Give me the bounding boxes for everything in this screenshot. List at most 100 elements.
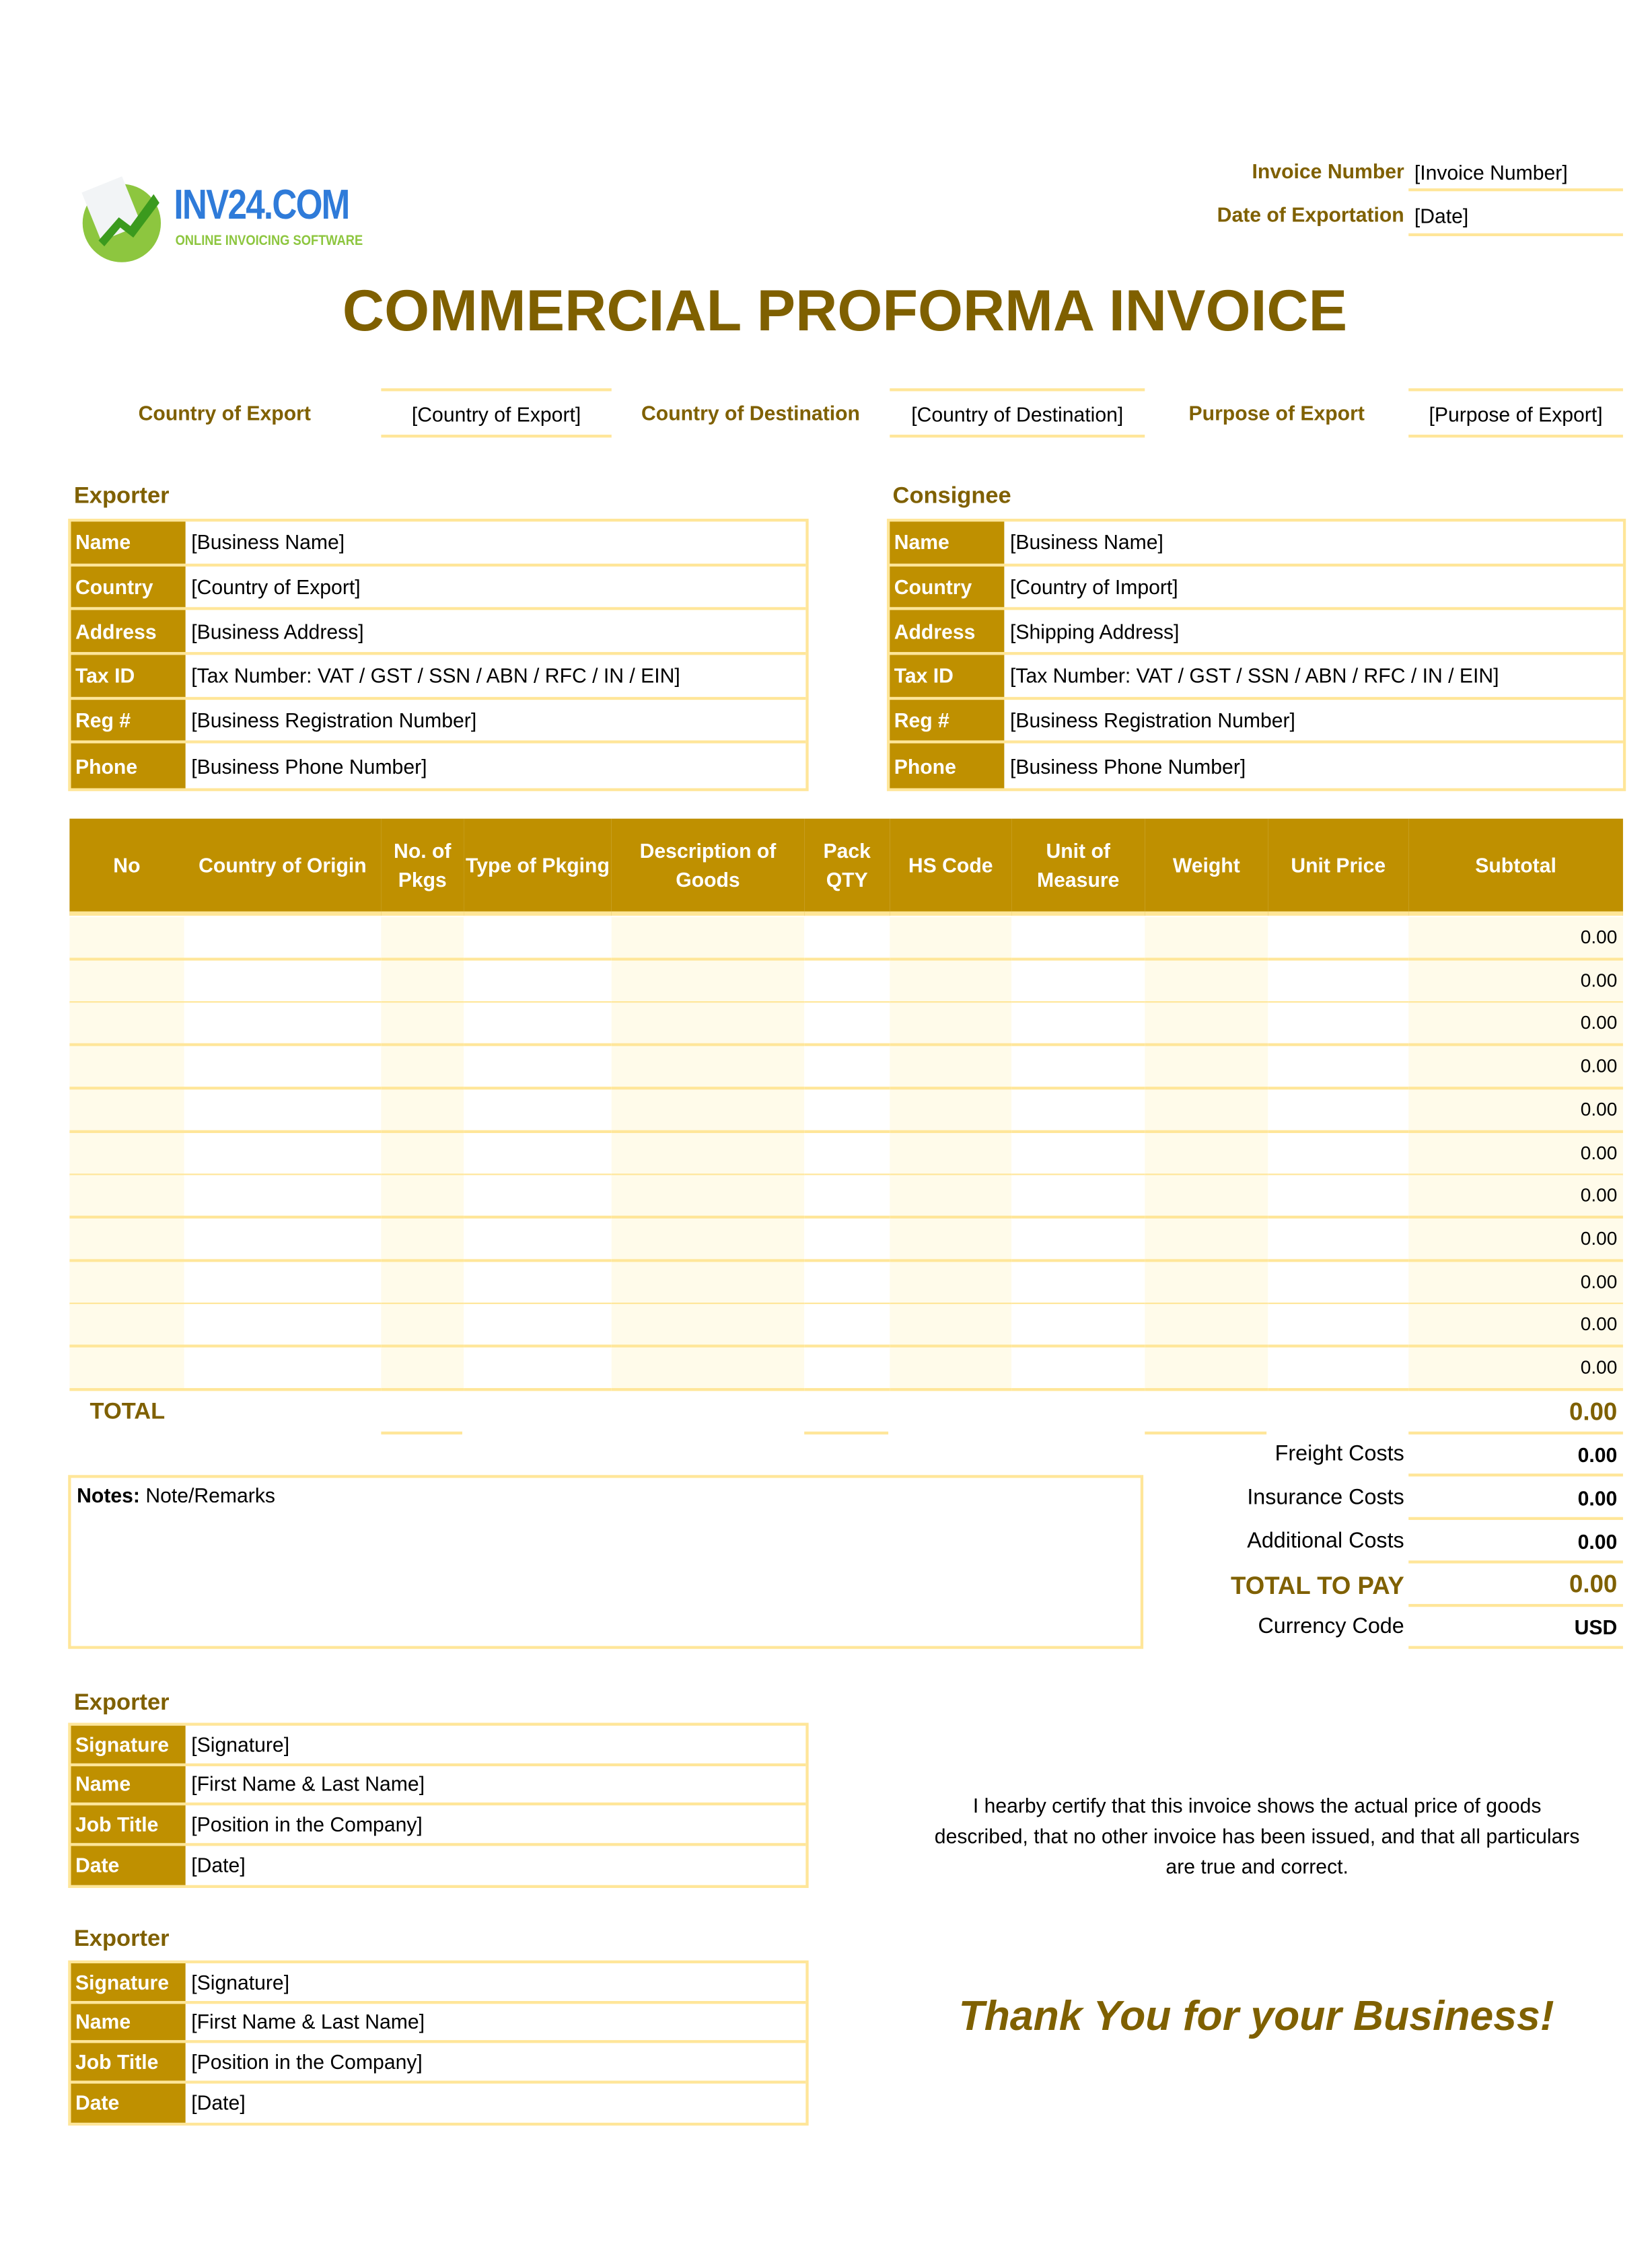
table-cell[interactable] [804,960,890,1004]
form-field[interactable]: [First Name & Last Name] [191,1772,425,1796]
table-cell[interactable] [804,1003,890,1047]
table-cell[interactable] [611,1132,805,1176]
table-cell[interactable] [611,1046,805,1090]
table-cell[interactable] [1145,1046,1268,1090]
table-cell[interactable] [69,1347,184,1391]
subtotal-cell[interactable]: 0.00 [1408,1003,1623,1047]
table-cell[interactable] [69,917,184,961]
table-cell[interactable] [1145,1132,1268,1176]
table-cell[interactable] [890,1089,1012,1133]
table-cell[interactable] [611,1089,805,1133]
notes-box[interactable]: Notes: Note/Remarks [68,1475,1144,1649]
table-cell[interactable] [890,1347,1012,1391]
form-field[interactable]: [Business Registration Number] [1009,708,1295,732]
table-cell[interactable] [890,917,1012,961]
table-cell[interactable] [1011,1218,1145,1262]
table-cell[interactable] [1268,1175,1409,1219]
table-cell[interactable] [1268,1089,1409,1133]
form-field[interactable]: [Shipping Address] [1009,619,1180,643]
form-field[interactable]: [Country of Export] [191,575,361,599]
table-cell[interactable] [611,1261,805,1305]
table-cell[interactable] [464,1261,612,1305]
table-cell[interactable] [611,1304,805,1348]
table-cell[interactable] [184,960,382,1004]
purpose-of-export-field[interactable]: [Purpose of Export] [1408,388,1623,438]
table-cell[interactable] [611,1218,805,1262]
subtotal-cell[interactable]: 0.00 [1408,1304,1623,1348]
table-cell[interactable] [804,1218,890,1262]
table-cell[interactable] [804,1304,890,1348]
table-cell[interactable] [804,1175,890,1219]
table-cell[interactable] [890,1218,1012,1262]
form-field[interactable]: [Business Phone Number] [1009,754,1246,778]
table-cell[interactable] [381,1261,464,1305]
table-cell[interactable] [464,1175,612,1219]
table-cell[interactable] [184,1218,382,1262]
table-cell[interactable] [184,1089,382,1133]
table-cell[interactable] [1011,1175,1145,1219]
table-cell[interactable] [69,1304,184,1348]
table-cell[interactable] [464,1132,612,1176]
subtotal-cell[interactable]: 0.00 [1408,1347,1623,1391]
form-field[interactable]: [Business Name] [191,530,345,554]
table-cell[interactable] [1145,1261,1268,1305]
form-field[interactable]: [Tax Number: VAT / GST / SSN / ABN / RFC… [191,664,680,688]
table-cell[interactable] [381,1347,464,1391]
table-cell[interactable] [804,1261,890,1305]
table-cell[interactable] [890,1003,1012,1047]
table-cell[interactable] [890,960,1012,1004]
table-cell[interactable] [381,1003,464,1047]
table-cell[interactable] [464,1218,612,1262]
table-cell[interactable] [184,1261,382,1305]
table-cell[interactable] [464,1089,612,1133]
table-cell[interactable] [1011,1304,1145,1348]
table-cell[interactable] [1011,1132,1145,1176]
table-cell[interactable] [464,917,612,961]
table-cell[interactable] [804,1089,890,1133]
invoice-number-field[interactable]: [Invoice Number] [1408,153,1623,192]
table-cell[interactable] [1268,1218,1409,1262]
table-cell[interactable] [1011,1046,1145,1090]
table-cell[interactable] [184,1003,382,1047]
form-field[interactable]: [Country of Import] [1009,575,1178,599]
table-cell[interactable] [464,960,612,1004]
table-cell[interactable] [184,1347,382,1391]
table-cell[interactable] [1268,960,1409,1004]
subtotal-cell[interactable]: 0.00 [1408,1046,1623,1090]
table-cell[interactable] [381,960,464,1004]
table-cell[interactable] [464,1347,612,1391]
form-field[interactable]: [Date] [191,2091,246,2115]
form-field[interactable]: [Position in the Company] [191,2049,423,2074]
table-cell[interactable] [69,960,184,1004]
table-cell[interactable] [381,917,464,961]
table-cell[interactable] [804,1046,890,1090]
table-cell[interactable] [184,1175,382,1219]
table-cell[interactable] [69,1261,184,1305]
table-cell[interactable] [890,1304,1012,1348]
table-cell[interactable] [890,1132,1012,1176]
table-cell[interactable] [381,1218,464,1262]
table-cell[interactable] [1145,1003,1268,1047]
table-cell[interactable] [611,1347,805,1391]
table-cell[interactable] [1268,1003,1409,1047]
date-of-exportation-field[interactable]: [Date] [1408,197,1623,237]
table-cell[interactable] [1268,1046,1409,1090]
table-cell[interactable] [1145,1175,1268,1219]
subtotal-cell[interactable]: 0.00 [1408,960,1623,1004]
table-cell[interactable] [69,1003,184,1047]
table-cell[interactable] [611,960,805,1004]
table-cell[interactable] [464,1003,612,1047]
table-cell[interactable] [611,1175,805,1219]
table-cell[interactable] [184,1132,382,1176]
table-cell[interactable] [464,1046,612,1090]
table-cell[interactable] [1145,917,1268,961]
table-cell[interactable] [69,1132,184,1176]
table-cell[interactable] [464,1304,612,1348]
subtotal-cell[interactable]: 0.00 [1408,917,1623,961]
subtotal-cell[interactable]: 0.00 [1408,1175,1623,1219]
table-cell[interactable] [1011,1347,1145,1391]
table-cell[interactable] [184,917,382,961]
table-cell[interactable] [69,1218,184,1262]
table-cell[interactable] [1011,960,1145,1004]
table-cell[interactable] [1011,1089,1145,1133]
